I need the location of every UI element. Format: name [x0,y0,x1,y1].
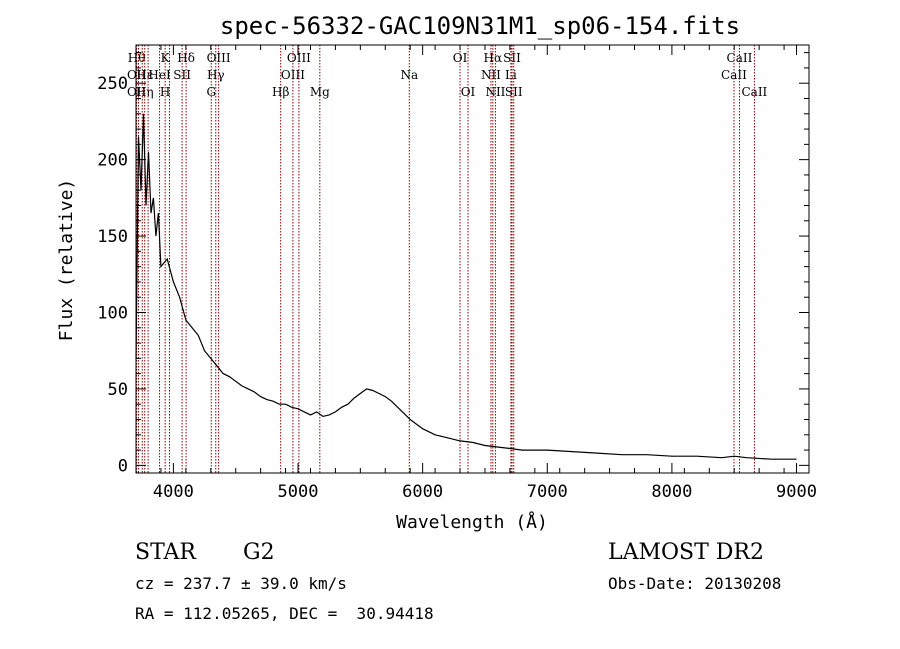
line-label: Hε [136,68,153,82]
line-label: HeI [148,68,171,82]
line-label: OII [127,68,147,82]
x-tick-label: 9000 [776,482,817,502]
line-label: Hθ [128,51,146,65]
plot-frame [135,44,810,474]
line-label: Li [505,68,517,82]
emission-line-markers: HθOIIOIIHεHηHeIKHSIIHδGHγOIIIHβOIIIOIIIM… [127,45,768,473]
chart-title: spec-56332-GAC109N31M1_sp06-154.fits [220,12,740,40]
line-label: CaII [741,85,767,99]
x-tick-label: 4000 [153,482,194,502]
x-tick-label: 6000 [402,482,443,502]
x-tick-label: 8000 [651,482,692,502]
y-tick-label: 100 [97,304,128,324]
subclass: G2 [243,540,275,565]
line-label: NII [485,85,505,99]
x-tick-label: 5000 [278,482,319,502]
line-label: SII [173,68,191,82]
obs-date: Obs-Date: 20130208 [608,574,782,593]
line-label: K [161,51,171,65]
flux-series-line [135,113,797,460]
line-label: OI [453,51,468,65]
redshift-value: cz = 237.7 ± 39.0 km/s [135,574,347,593]
line-label: OI [461,85,476,99]
line-label: OIII [281,68,305,82]
line-label: Mg [310,85,330,99]
y-tick-label: 200 [97,151,128,171]
y-tick-label: 150 [97,227,128,247]
line-label: Hη [136,85,154,99]
x-tick-label: 7000 [527,482,568,502]
line-label: CaII [727,51,753,65]
y-axis-label: Flux (relative) [56,179,77,342]
line-label: Hα [484,51,503,65]
line-label: Hδ [177,51,195,65]
y-tick-label: 250 [97,74,128,94]
line-label: OIII [207,51,231,65]
line-label: G [206,85,216,99]
line-label: SII [503,51,521,65]
line-label: NII [481,68,501,82]
line-label: SII [505,85,523,99]
line-label: OII [127,85,147,99]
line-label: Hγ [207,68,225,82]
line-label: CaII [721,68,747,82]
line-label: Hβ [272,85,289,99]
object-class: STAR [135,540,196,565]
line-label: OIII [287,51,311,65]
line-label: H [160,85,170,99]
line-label: Na [400,68,418,82]
coordinates: RA = 112.05265, DEC = 30.94418 [135,604,434,623]
y-tick-label: 0 [118,456,128,476]
survey-name: LAMOST DR2 [608,540,764,565]
x-axis-label: Wavelength (Å) [396,511,548,533]
axes: 4000 5000 6000 7000 8000 9000 0 50 100 150 200 250 [97,45,817,502]
y-tick-label: 50 [108,380,128,400]
